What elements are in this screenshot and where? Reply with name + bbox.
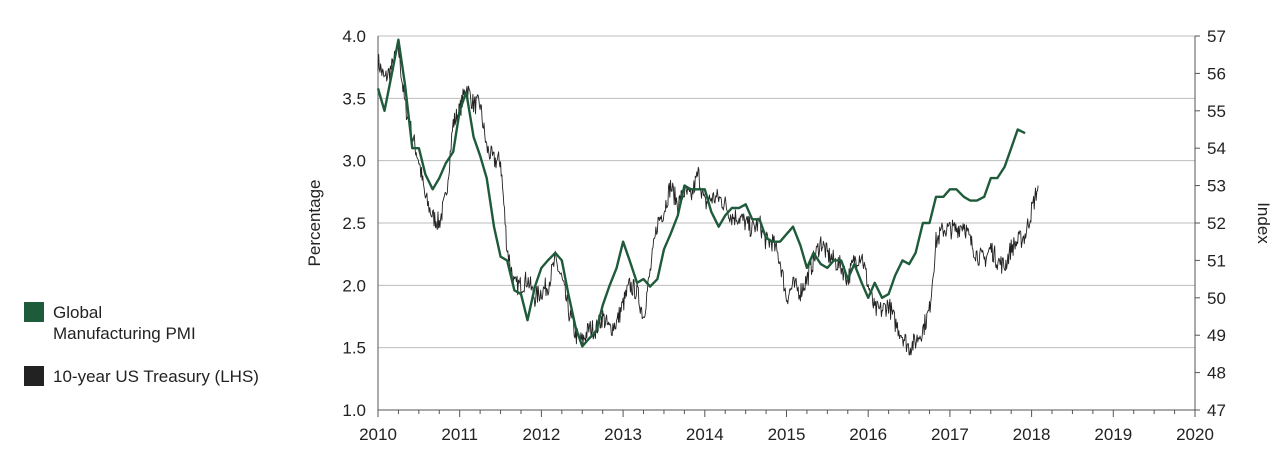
legend-label-treasury: 10-year US Treasury (LHS) — [53, 367, 259, 386]
chart-legend: Global Manufacturing PMI 10-year US Trea… — [24, 302, 314, 409]
y-tick-label: 3.5 — [342, 89, 366, 108]
y-tick-label: 3.0 — [342, 152, 366, 171]
y-tick-label: 2.0 — [342, 276, 366, 295]
y-tick-label: 2.5 — [342, 214, 366, 233]
legend-swatch-pmi — [24, 302, 44, 322]
legend-item-pmi: Global Manufacturing PMI — [24, 302, 314, 344]
y2-tick-label: 48 — [1207, 364, 1226, 383]
x-tick-label: 2017 — [931, 425, 969, 444]
legend-item-treasury: 10-year US Treasury (LHS) — [24, 366, 314, 387]
y2-tick-label: 50 — [1207, 289, 1226, 308]
x-tick-label: 2010 — [359, 425, 397, 444]
x-tick-label: 2020 — [1176, 425, 1214, 444]
y2-axis-title: Index — [1254, 202, 1273, 244]
y2-tick-label: 52 — [1207, 214, 1226, 233]
x-tick-label: 2015 — [768, 425, 806, 444]
x-tick-label: 2011 — [441, 425, 478, 444]
y-tick-label: 1.0 — [342, 401, 366, 420]
x-tick-label: 2014 — [686, 425, 724, 444]
y2-tick-label: 57 — [1207, 27, 1226, 46]
y-tick-label: 4.0 — [342, 27, 366, 46]
x-tick-label: 2016 — [849, 425, 887, 444]
y2-tick-label: 47 — [1207, 401, 1226, 420]
y2-tick-label: 56 — [1207, 64, 1226, 83]
legend-label-pmi: Global Manufacturing PMI — [53, 303, 196, 343]
legend-swatch-treasury — [24, 366, 44, 386]
series-line-pmi — [376, 38, 1026, 348]
y2-tick-label: 54 — [1207, 139, 1226, 158]
x-tick-label: 2012 — [522, 425, 560, 444]
x-tick-label: 2019 — [1094, 425, 1132, 444]
y2-tick-label: 49 — [1207, 326, 1226, 345]
y-tick-label: 1.5 — [342, 339, 366, 358]
x-tick-label: 2018 — [1013, 425, 1051, 444]
y2-tick-label: 55 — [1207, 102, 1226, 121]
y2-tick-label: 51 — [1207, 251, 1226, 270]
y2-tick-label: 53 — [1207, 177, 1226, 196]
y-axis-title: Percentage — [305, 180, 324, 267]
x-tick-label: 2013 — [604, 425, 642, 444]
